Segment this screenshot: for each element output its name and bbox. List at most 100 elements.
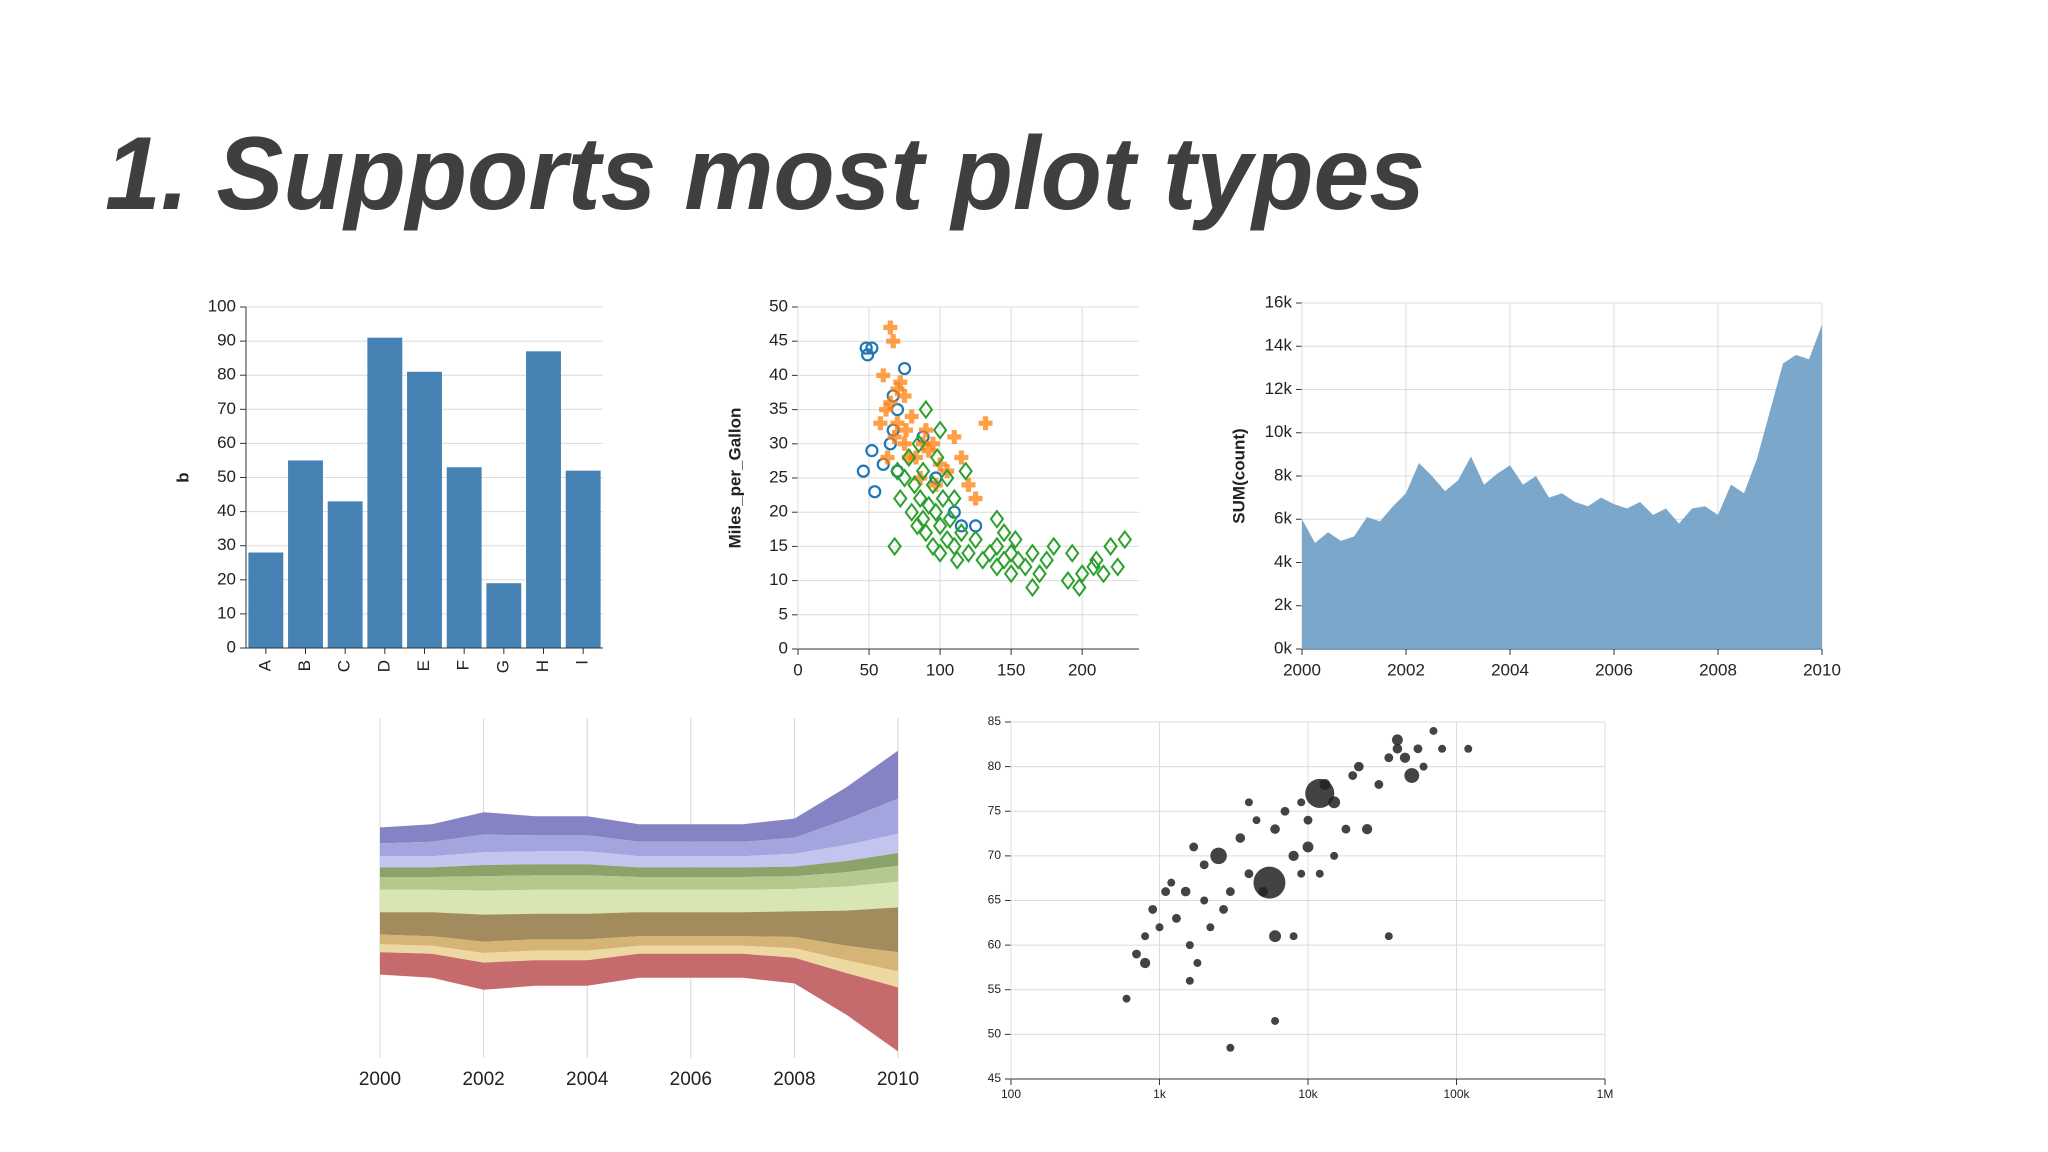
point (1089, 550, 1104, 570)
y-tick-label: 35 (769, 399, 788, 418)
x-tick-label: 2004 (566, 1069, 609, 1090)
x-tick-label: 2010 (877, 1069, 919, 1090)
bubble (1341, 824, 1351, 834)
bubble (1348, 771, 1358, 780)
y-tick-label: 8k (1274, 465, 1292, 484)
bubble (1141, 932, 1150, 941)
y-tick-label: 16k (1265, 292, 1293, 311)
bubble (1161, 887, 1171, 896)
y-tick-label: 50 (988, 1027, 1002, 1041)
point (928, 477, 943, 492)
point (887, 536, 902, 557)
y-axis-title: Miles_per_Gallon (725, 408, 744, 549)
bubble (1171, 913, 1181, 923)
y-tick-label: 40 (769, 365, 788, 384)
point (911, 434, 927, 454)
x-tick-label: D (374, 660, 393, 672)
bubble (1392, 743, 1403, 754)
y-tick-label: 10 (217, 603, 236, 622)
slide-title: 1. Supports most plot types (105, 116, 1425, 232)
point (925, 475, 941, 495)
point (954, 519, 968, 533)
point (968, 491, 983, 506)
y-tick-label: 25 (769, 467, 788, 486)
point (989, 536, 1005, 557)
point (1003, 564, 1019, 584)
bar (407, 371, 442, 648)
bar (327, 501, 363, 648)
point (1003, 543, 1019, 563)
point (890, 382, 905, 397)
point (890, 416, 905, 431)
bubble (1328, 796, 1341, 809)
y-tick-label: 80 (217, 365, 236, 384)
point (890, 461, 905, 481)
x-tick-label: 1k (1153, 1087, 1167, 1101)
point (856, 464, 870, 478)
point (1074, 564, 1090, 584)
point (893, 488, 908, 509)
point (886, 334, 901, 349)
y-tick-label: 100 (208, 296, 236, 315)
y-tick-label: 14k (1265, 336, 1293, 355)
y-axis-title: b (173, 472, 192, 482)
point (958, 461, 973, 481)
point (901, 450, 916, 465)
point (912, 488, 928, 509)
y-tick-label: 2k (1274, 595, 1292, 614)
bubble (1315, 869, 1324, 878)
bubble (1269, 930, 1282, 943)
y-tick-label: 65 (988, 893, 1002, 907)
y-tick-label: 70 (217, 399, 236, 418)
point (961, 543, 976, 563)
bubble (1252, 816, 1261, 825)
point (883, 320, 898, 335)
bubble (1330, 851, 1339, 860)
point (876, 368, 891, 383)
x-tick-label: 100 (926, 660, 954, 679)
point (887, 429, 902, 444)
bubble (1404, 768, 1420, 783)
bubble (1270, 824, 1280, 834)
bubble (1429, 726, 1438, 735)
bubble (1225, 887, 1235, 896)
point (904, 409, 919, 424)
stream-layer (380, 750, 898, 844)
bar (565, 470, 601, 648)
point (978, 416, 993, 431)
y-tick-label: 12k (1265, 379, 1293, 398)
point (921, 443, 936, 458)
y-tick-label: 20 (769, 502, 788, 521)
bubble (1464, 744, 1473, 753)
point (916, 436, 931, 451)
point (989, 509, 1005, 529)
point (868, 485, 882, 499)
x-tick-label: 2008 (773, 1069, 815, 1090)
point (897, 361, 912, 376)
point (883, 395, 898, 410)
bubble (1244, 798, 1253, 807)
stream-layer (380, 934, 898, 972)
point (1110, 557, 1125, 577)
bubble (1253, 866, 1286, 899)
y-tick-label: 5 (779, 604, 788, 623)
y-tick-label: 80 (988, 759, 1002, 773)
x-tick-label: I (573, 660, 592, 665)
point (913, 471, 928, 485)
bubble (1148, 905, 1158, 914)
point (1072, 577, 1087, 598)
bubble (1226, 1043, 1235, 1052)
bubble (1199, 860, 1209, 870)
x-tick-label: E (414, 660, 433, 671)
y-tick-label: 85 (988, 714, 1002, 728)
point (947, 488, 962, 509)
bar (248, 552, 284, 648)
bubble (1413, 744, 1423, 754)
y-tick-label: 4k (1274, 552, 1292, 571)
bubble (1185, 941, 1194, 950)
x-tick-label: 2000 (359, 1069, 401, 1090)
y-tick-label: 55 (988, 982, 1002, 996)
stream-layer (380, 833, 898, 868)
point (932, 420, 948, 440)
point (949, 550, 965, 570)
